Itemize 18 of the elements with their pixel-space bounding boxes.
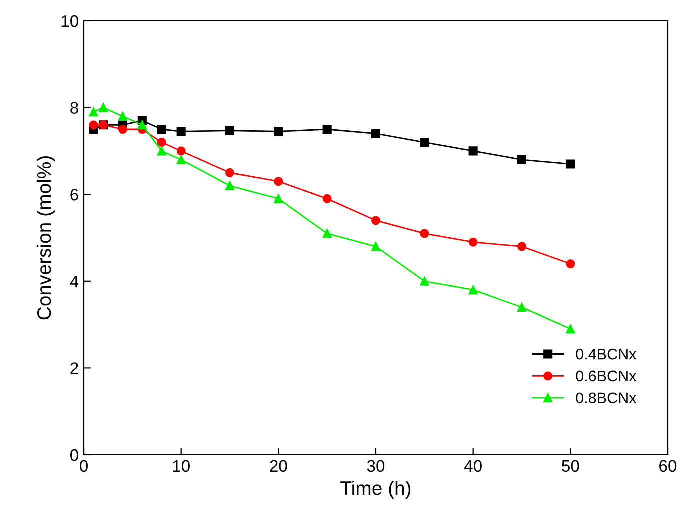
x-tick-label: 40 [464,460,482,472]
y-tick-label: 10 [62,15,78,28]
y-tick-label: 6 [70,189,78,201]
x-tick-label: 20 [270,460,288,472]
y-tick-label: 2 [70,362,78,374]
legend-label: 0.6BCNx [576,370,637,382]
x-tick-label: 0 [80,460,88,472]
x-axis-title: Time (h) [340,480,411,500]
legend-label: 0.8BCNx [576,392,637,404]
x-tick-label: 60 [660,460,677,472]
y-tick-label: 4 [70,276,79,288]
y-tick-label: 0 [70,449,78,462]
x-tick-label: 30 [367,460,385,472]
x-tick-label: 10 [173,460,190,472]
legend-label: 0.4BCNx [576,348,637,360]
y-axis-title: Conversion (mol%) [36,156,56,320]
x-tick-label: 50 [562,460,580,472]
y-tick-label: 8 [70,102,78,114]
